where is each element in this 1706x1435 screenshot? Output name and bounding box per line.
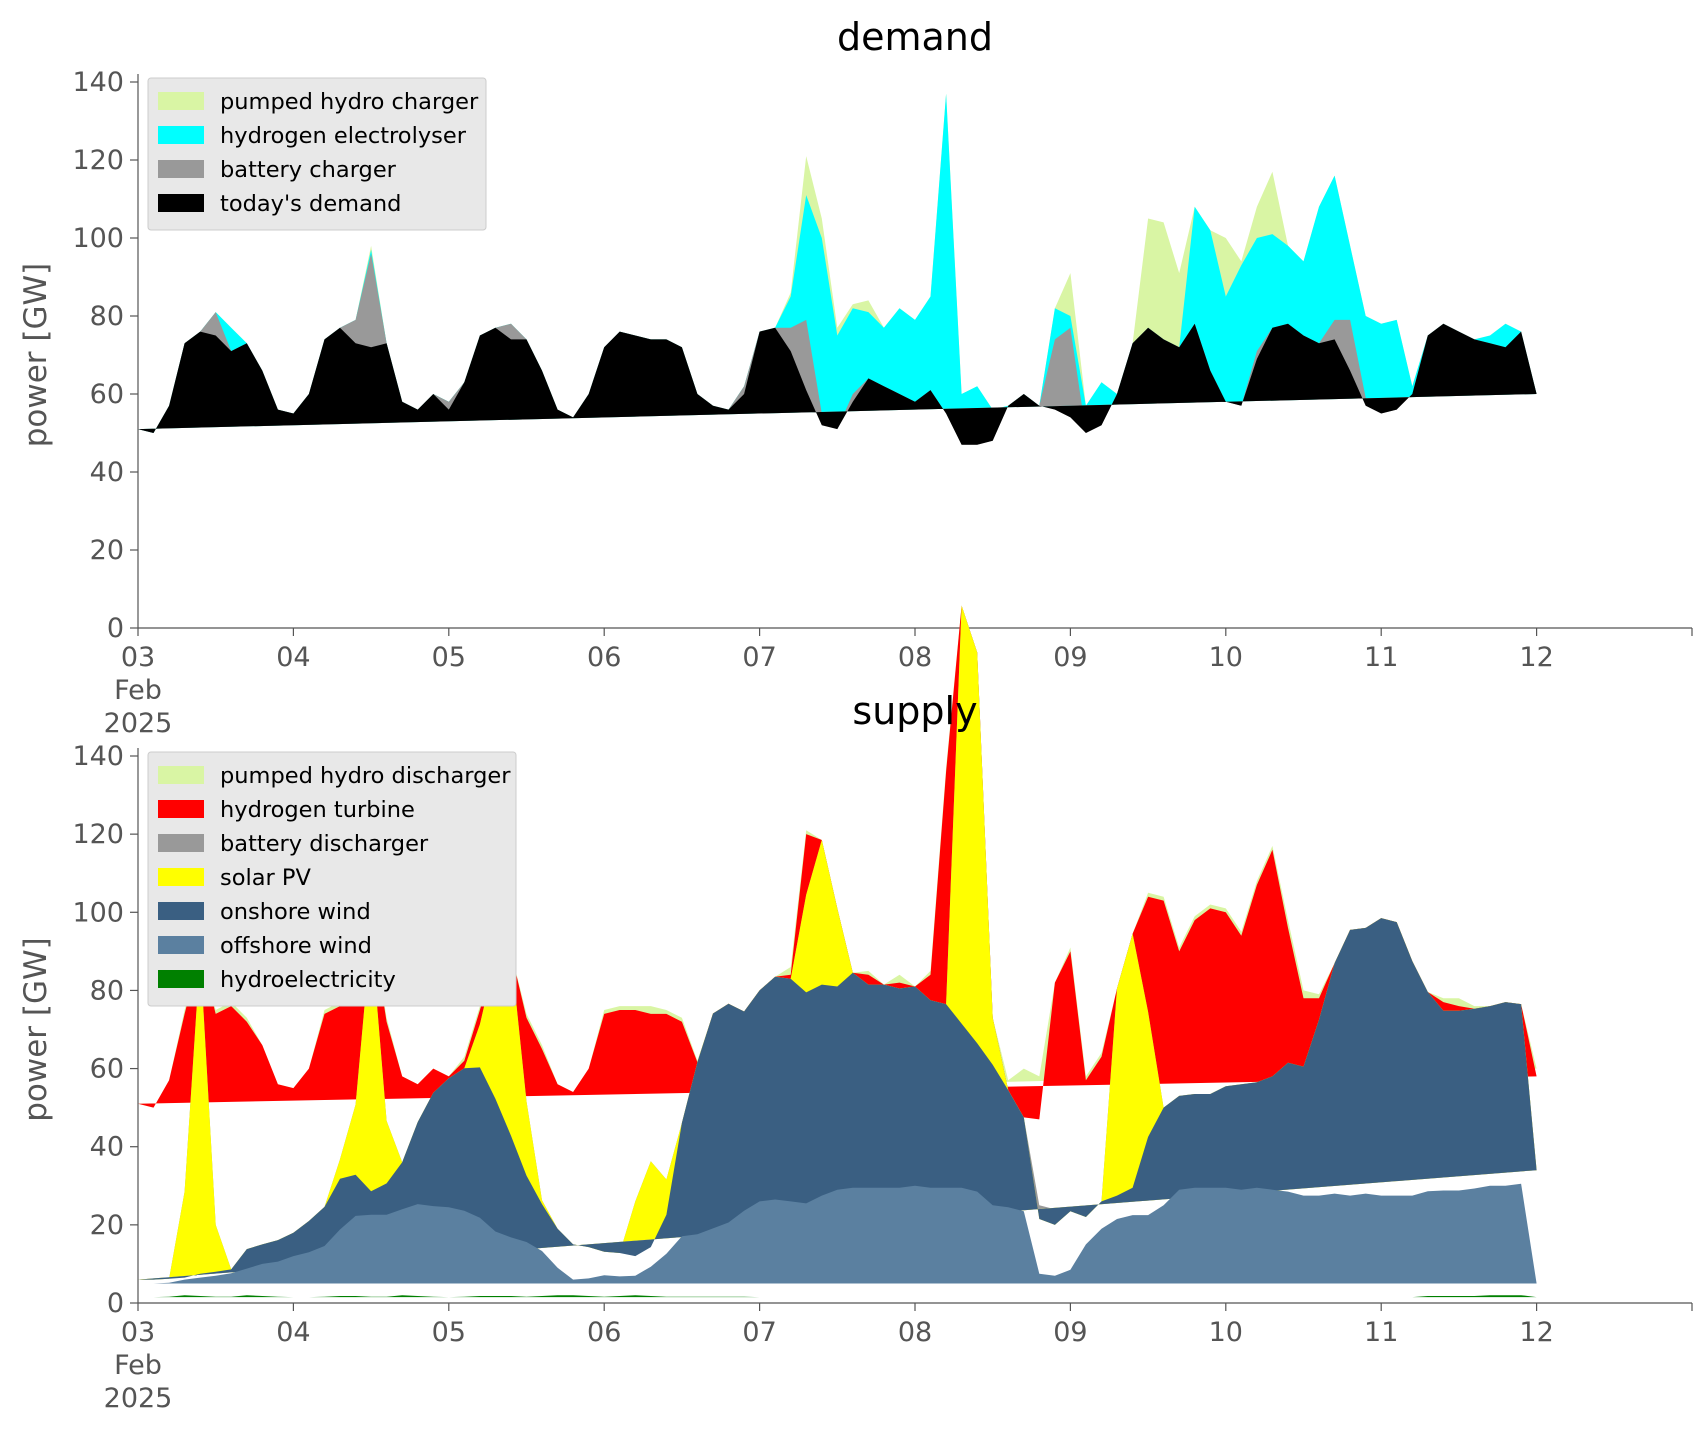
y-tick-label: 0: [107, 613, 124, 644]
legend-label: hydroelectricity: [220, 967, 396, 993]
chart-title: supply: [852, 689, 977, 733]
legend-swatch: [158, 800, 204, 818]
x-tick-label: 03: [121, 1317, 155, 1348]
x-tick-label: Feb: [114, 675, 162, 706]
x-tick-label: 04: [276, 642, 310, 673]
legend-label: hydrogen electrolyser: [220, 123, 467, 149]
x-tick-label: 05: [432, 1317, 466, 1348]
y-tick-label: 140: [72, 67, 124, 98]
y-tick-label: 80: [90, 301, 124, 332]
x-tick-label: 04: [276, 1317, 310, 1348]
y-tick-label: 140: [72, 741, 124, 772]
legend-label: pumped hydro charger: [220, 89, 479, 115]
legend-swatch: [158, 194, 204, 212]
legend-label: pumped hydro discharger: [220, 763, 511, 789]
chart-title: demand: [837, 15, 993, 59]
legend-label: solar PV: [220, 865, 311, 891]
x-tick-label: 2025: [104, 1383, 173, 1414]
legend-label: battery charger: [220, 157, 397, 183]
y-tick-label: 20: [90, 1210, 124, 1241]
legend-box: [147, 751, 517, 1007]
y-tick-label: 80: [90, 975, 124, 1006]
area-today-s-demand: [138, 323, 1537, 445]
x-tick-label: 09: [1053, 642, 1087, 673]
legend-swatch: [158, 970, 204, 988]
legend-label: onshore wind: [220, 899, 371, 925]
area-offshore-wind: [138, 1183, 1537, 1284]
legend-swatch: [158, 126, 204, 144]
x-tick-label: 06: [587, 642, 621, 673]
x-tick-label: 09: [1053, 1317, 1087, 1348]
y-axis-label: power [GW]: [18, 937, 54, 1122]
legend-label: today's demand: [220, 191, 401, 217]
x-tick-label: Feb: [114, 1350, 162, 1381]
legend-swatch: [158, 92, 204, 110]
y-tick-label: 60: [90, 379, 124, 410]
y-tick-label: 0: [107, 1288, 124, 1319]
y-tick-label: 60: [90, 1054, 124, 1085]
y-tick-label: 40: [90, 1132, 124, 1163]
x-tick-label: 10: [1209, 642, 1243, 673]
x-tick-label: 12: [1519, 1317, 1553, 1348]
x-tick-label: 11: [1364, 642, 1398, 673]
x-tick-label: 10: [1209, 1317, 1243, 1348]
x-tick-label: 2025: [104, 708, 173, 739]
x-tick-label: 03: [121, 642, 155, 673]
legend-box: [147, 77, 487, 231]
x-tick-label: 12: [1519, 642, 1553, 673]
y-tick-label: 100: [72, 897, 124, 928]
x-tick-label: 11: [1364, 1317, 1398, 1348]
y-tick-label: 120: [72, 145, 124, 176]
legend-label: offshore wind: [220, 933, 372, 959]
y-tick-label: 120: [72, 819, 124, 850]
x-tick-label: 05: [432, 642, 466, 673]
y-axis-label: power [GW]: [18, 263, 54, 448]
legend: pumped hydro charger hydrogen electrolyse…: [147, 77, 487, 231]
legend-swatch: [158, 868, 204, 886]
legend-swatch: [158, 834, 204, 852]
y-tick-label: 40: [90, 457, 124, 488]
legend-swatch: [158, 766, 204, 784]
area-hydroelectricity: [138, 1295, 1537, 1298]
x-tick-label: 07: [742, 642, 776, 673]
x-tick-label: 08: [898, 642, 932, 673]
y-tick-label: 100: [72, 223, 124, 254]
x-tick-label: 08: [898, 1317, 932, 1348]
legend-label: battery discharger: [220, 831, 429, 857]
x-tick-label: 06: [587, 1317, 621, 1348]
x-tick-label: 07: [742, 1317, 776, 1348]
legend-swatch: [158, 936, 204, 954]
legend-swatch: [158, 160, 204, 178]
y-tick-label: 20: [90, 535, 124, 566]
legend-swatch: [158, 902, 204, 920]
legend: pumped hydro discharger hydrogen turbine b…: [147, 751, 517, 1007]
legend-label: hydrogen turbine: [220, 797, 415, 823]
